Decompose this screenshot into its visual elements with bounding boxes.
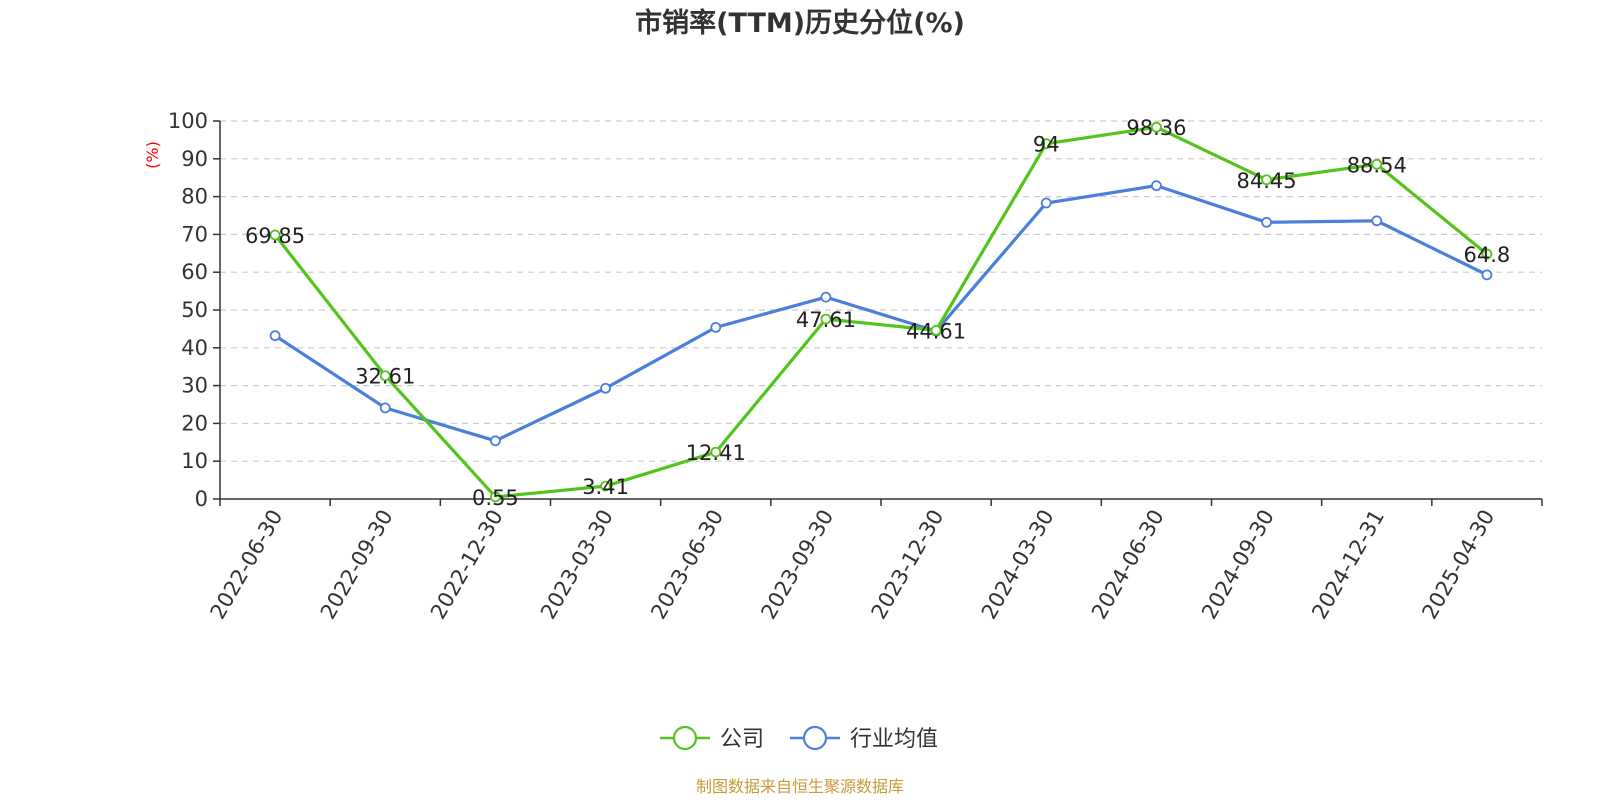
x-tick-label: 2023-03-30 bbox=[536, 506, 618, 624]
data-point bbox=[1040, 197, 1052, 209]
data-point bbox=[710, 446, 722, 458]
data-point bbox=[1151, 121, 1162, 133]
data-point bbox=[269, 229, 281, 241]
data-labels: 69.85 32.61 0.55 3.41 12.41 47.61 44.61 94 98.36… bbox=[245, 116, 1510, 510]
data-point bbox=[490, 491, 501, 503]
x-tick-label: 2024-06-30 bbox=[1087, 506, 1169, 624]
legend-swatch-marker bbox=[802, 725, 828, 751]
data-point bbox=[820, 291, 832, 303]
x-tick-label: 2022-09-30 bbox=[316, 506, 398, 624]
data-point bbox=[710, 321, 722, 333]
data-point bbox=[1371, 215, 1383, 227]
y-tick-label: 80 bbox=[181, 185, 208, 209]
y-tick-label: 40 bbox=[181, 336, 208, 360]
y-tick-label: 10 bbox=[181, 449, 208, 473]
data-point bbox=[600, 480, 611, 492]
data-point bbox=[379, 402, 391, 414]
data-label: 88.54 bbox=[1347, 153, 1407, 177]
data-point bbox=[1371, 158, 1383, 170]
series-layer bbox=[269, 121, 1493, 503]
data-label: 98.36 bbox=[1126, 116, 1186, 140]
data-label: 47.61 bbox=[796, 308, 856, 332]
legend: 公司 行业均值 bbox=[660, 725, 938, 752]
source-note: 制图数据来自恒生聚源数据库 bbox=[696, 777, 904, 796]
x-tick-label: 2023-12-30 bbox=[867, 506, 949, 624]
y-tick-label: 90 bbox=[181, 147, 208, 171]
data-label: 69.85 bbox=[245, 224, 305, 248]
y-tick-label: 0 bbox=[195, 487, 208, 511]
data-point bbox=[820, 313, 832, 325]
data-point bbox=[1261, 174, 1272, 186]
legend-label: 行业均值 bbox=[850, 727, 938, 752]
legend-swatch-marker bbox=[672, 725, 698, 751]
series-line-1 bbox=[274, 184, 1488, 443]
data-point bbox=[1261, 216, 1272, 228]
y-tick-label: 70 bbox=[181, 222, 208, 246]
data-label: 64.8 bbox=[1464, 243, 1511, 267]
chart-title: 市销率(TTM)历史分位(%) bbox=[635, 7, 965, 39]
data-point bbox=[1040, 138, 1052, 150]
data-label: 84.45 bbox=[1237, 169, 1297, 193]
legend-label: 公司 bbox=[720, 727, 764, 752]
data-point bbox=[269, 330, 281, 342]
data-label: 0.55 bbox=[472, 486, 519, 510]
data-label: 94 bbox=[1033, 133, 1060, 157]
y-tick-label: 100 bbox=[168, 109, 208, 133]
y-tick-label: 20 bbox=[181, 411, 208, 435]
x-tick-label: 2023-09-30 bbox=[756, 506, 838, 624]
data-point bbox=[600, 382, 611, 394]
data-point bbox=[1481, 269, 1493, 281]
x-tick-label: 2023-06-30 bbox=[646, 506, 728, 624]
series-line-0 bbox=[273, 125, 1488, 499]
x-tick-label: 2022-06-30 bbox=[206, 506, 288, 624]
y-tick-label: 50 bbox=[181, 298, 208, 322]
data-point bbox=[1481, 248, 1493, 260]
data-label: 3.41 bbox=[582, 475, 629, 499]
data-point bbox=[1151, 180, 1162, 192]
y-axis-unit: (%) bbox=[143, 141, 162, 169]
data-label: 32.61 bbox=[355, 365, 415, 389]
x-tick-label: 2025-04-30 bbox=[1417, 506, 1499, 624]
x-tick-label: 2024-12-31 bbox=[1307, 506, 1389, 624]
data-point bbox=[930, 324, 942, 336]
data-point bbox=[490, 435, 501, 447]
data-label: 44.61 bbox=[906, 319, 966, 343]
x-tick-label: 2024-03-30 bbox=[977, 506, 1059, 624]
y-tick-label: 30 bbox=[181, 374, 208, 398]
data-point bbox=[379, 370, 391, 382]
x-tick-label: 2024-09-30 bbox=[1197, 506, 1279, 624]
y-tick-label: 60 bbox=[181, 260, 208, 284]
x-tick-label: 2022-12-30 bbox=[426, 506, 508, 624]
data-label: 12.41 bbox=[686, 441, 746, 465]
